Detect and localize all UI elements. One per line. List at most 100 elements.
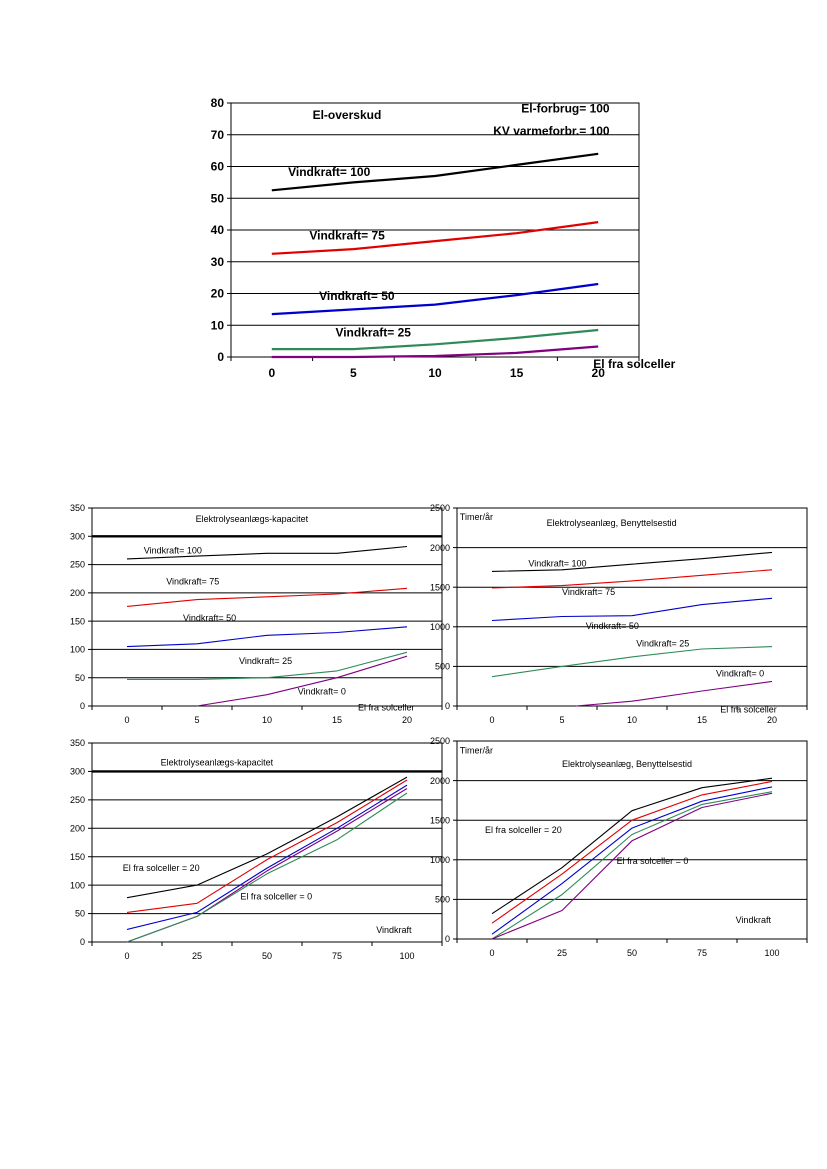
y-tick-label: 350 [70, 503, 85, 513]
x-tick-label: 25 [557, 948, 567, 958]
annotation: El fra solceller = 0 [240, 891, 312, 901]
series-line-4 [127, 651, 408, 680]
annotation: Timer/år [460, 512, 493, 522]
series-line-5 [575, 680, 773, 707]
chart-elektrolyse-kapacitet-sol: 0 50 100 150 200 250 300 350 0 5 10 15 20 Elektrolyse… [70, 503, 443, 725]
chart-benyttelsestid-sol: 0 500 1000 1500 2000 2500 0 5 10 15 20 Timer/år Elek… [430, 503, 808, 725]
x-tick-label: 15 [510, 366, 524, 380]
series-line-5 [491, 792, 773, 940]
y-tick-label: 50 [211, 191, 225, 205]
plot-area [456, 507, 808, 707]
y-tick-label: 2000 [430, 776, 450, 786]
series-line-4 [491, 646, 773, 678]
annotation: Vindkraft= 75 [166, 576, 219, 586]
series-line-5 [196, 655, 408, 707]
y-tick-label: 0 [445, 701, 450, 711]
x-tick-label: 15 [697, 715, 707, 725]
series-line-2 [271, 221, 599, 255]
series-line-3 [126, 784, 408, 931]
x-tick-label: 0 [124, 715, 129, 725]
series-line-2 [491, 569, 773, 589]
y-tick-label: 100 [70, 880, 85, 890]
annotation: El fra solceller = 20 [485, 825, 562, 835]
series-line-1 [491, 777, 773, 915]
y-tick-label: 300 [70, 531, 85, 541]
annotation: El fra solceller = 0 [617, 856, 689, 866]
annotation: Vindkraft= 100 [288, 165, 370, 179]
y-tick-label: 500 [435, 895, 450, 905]
x-tick-label: 50 [262, 951, 272, 961]
series-line-1 [126, 776, 408, 899]
x-tick-label: 10 [428, 366, 442, 380]
x-tick-label: 20 [767, 715, 777, 725]
x-tick-label: 0 [124, 951, 129, 961]
annotation: Elektrolyseanlæg, Benyttelsestid [547, 518, 677, 528]
annotation: Timer/år [460, 746, 493, 756]
plot-area [91, 507, 443, 707]
y-tick-label: 300 [70, 767, 85, 777]
y-tick-label: 70 [211, 128, 225, 142]
plot-area [456, 740, 808, 940]
y-tick-label: 250 [70, 795, 85, 805]
y-tick-label: 350 [70, 738, 85, 748]
chart-benyttelsestid-vind: 0 500 1000 1500 2000 2500 0 25 50 75 100 Timer/år El… [430, 736, 808, 958]
series-line-3 [126, 626, 408, 648]
annotation: Elektrolyseanlæg, Benyttelsestid [562, 759, 692, 769]
series-line-2 [126, 587, 408, 607]
y-tick-label: 150 [70, 616, 85, 626]
y-tick-label: 10 [211, 318, 225, 332]
series-line-1 [271, 152, 599, 192]
x-tick-label: 5 [559, 715, 564, 725]
y-tick-label: 80 [211, 96, 225, 110]
annotation: Vindkraft= 75 [309, 229, 385, 243]
x-tick-label: 75 [332, 951, 342, 961]
y-tick-label: 150 [70, 852, 85, 862]
annotation: Elektrolyseanlægs-kapacitet [161, 758, 274, 768]
annotation: Elektrolyseanlægs-kapacitet [196, 514, 309, 524]
y-tick-label: 50 [75, 673, 85, 683]
annotation: El fra solceller [720, 704, 777, 714]
x-tick-label: 10 [262, 715, 272, 725]
y-tick-label: 0 [445, 934, 450, 944]
y-tick-label: 1500 [430, 815, 450, 825]
x-tick-label: 10 [627, 715, 637, 725]
y-tick-label: 100 [70, 645, 85, 655]
series-line-1 [491, 551, 773, 572]
chart-el-overskud: 0 10 20 30 40 50 60 70 80 0 5 10 15 20 El-overskud El-f… [211, 96, 676, 380]
y-tick-label: 250 [70, 560, 85, 570]
x-tick-label: 25 [192, 951, 202, 961]
x-tick-label: 0 [268, 366, 275, 380]
annotation: Vindkraft= 50 [586, 621, 639, 631]
y-tick-label: 1500 [430, 582, 450, 592]
series-line-4 [271, 328, 599, 351]
series-line-2 [126, 779, 408, 913]
x-tick-label: 20 [592, 366, 606, 380]
y-tick-label: 50 [75, 909, 85, 919]
series-line-3 [491, 786, 773, 935]
x-tick-label: 50 [627, 948, 637, 958]
y-tick-label: 1000 [430, 855, 450, 865]
annotation: Vindkraft= 50 [319, 289, 395, 303]
series-line-3 [491, 597, 773, 622]
y-tick-label: 2500 [430, 736, 450, 746]
annotation: Vindkraft= 100 [528, 559, 586, 569]
y-tick-label: 20 [211, 287, 225, 301]
annotation: Vindkraft= 0 [716, 669, 764, 679]
y-tick-label: 2500 [430, 503, 450, 513]
x-tick-label: 0 [489, 948, 494, 958]
x-tick-label: 75 [697, 948, 707, 958]
annotation: Vindkraft= 0 [298, 687, 346, 697]
annotation: Vindkraft= 25 [636, 639, 689, 649]
annotation: Vindkraft= 100 [144, 545, 202, 555]
annotation: El fra solceller [593, 357, 675, 371]
series-line-5 [271, 345, 599, 359]
y-tick-label: 1000 [430, 622, 450, 632]
annotation: Vindkraft= 50 [183, 613, 236, 623]
series-line-5 [126, 792, 408, 943]
y-tick-label: 60 [211, 160, 225, 174]
series-line-2 [491, 780, 773, 924]
y-tick-label: 40 [211, 223, 225, 237]
x-tick-label: 0 [489, 715, 494, 725]
annotation: Vindkraft= 25 [335, 325, 411, 339]
annotation: Vindkraft [736, 915, 772, 925]
